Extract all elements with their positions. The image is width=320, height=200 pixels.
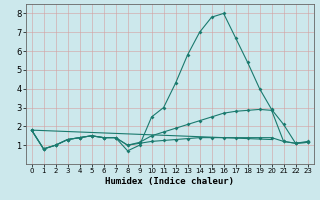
X-axis label: Humidex (Indice chaleur): Humidex (Indice chaleur) <box>105 177 234 186</box>
